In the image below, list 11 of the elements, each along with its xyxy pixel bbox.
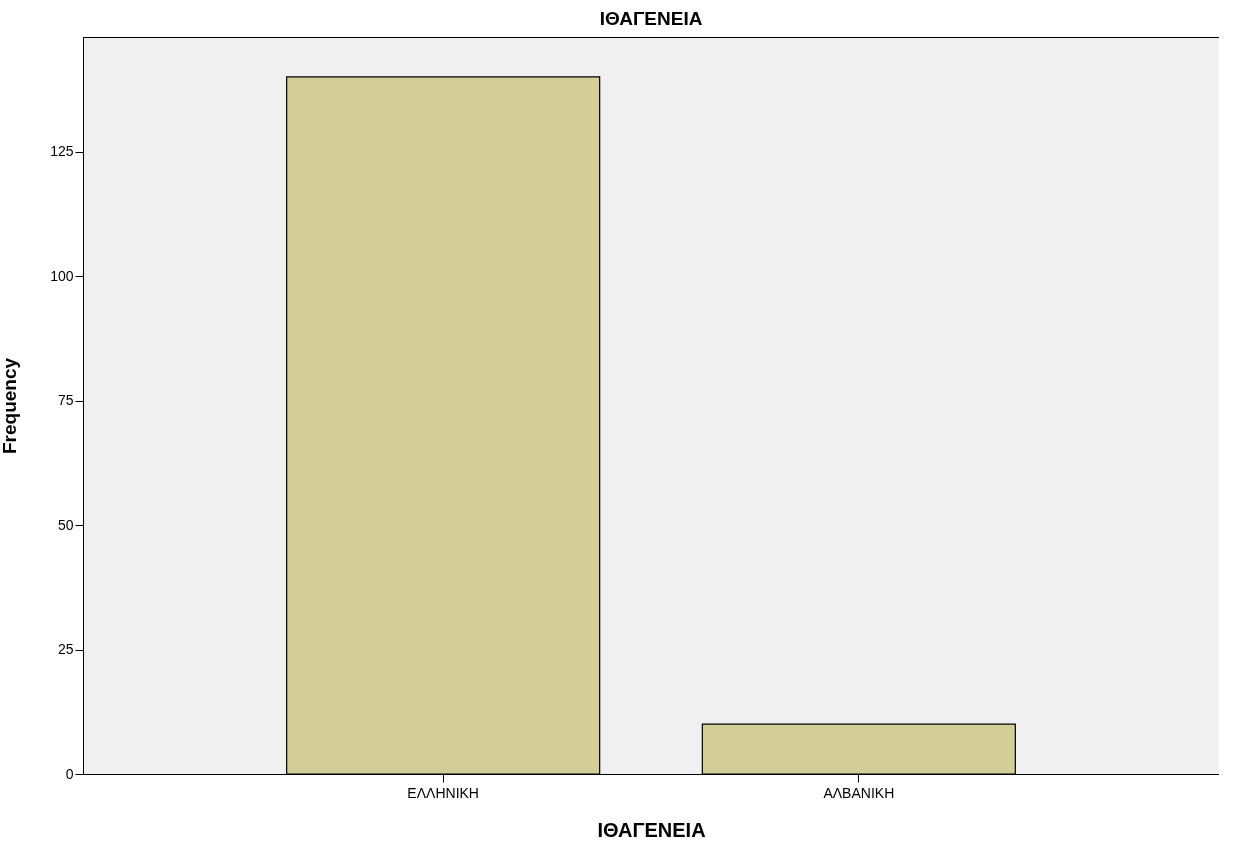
y-tick-label: 25: [57, 641, 74, 658]
x-axis-title: ΙΘΑΓΕΝΕΙΑ: [597, 818, 706, 841]
y-tick-label: 125: [50, 143, 74, 160]
y-tick-label: 75: [57, 392, 74, 409]
y-tick-label: 0: [65, 765, 74, 782]
y-axis-title: Frequency: [0, 357, 21, 455]
x-tick-label: ΕΛΛΗΝΙΚΗ: [407, 784, 479, 801]
y-tick-label: 100: [50, 267, 74, 284]
y-tick-label: 50: [57, 516, 74, 533]
chart-title: ΙΘΑΓΕΝΕΙΑ: [599, 8, 703, 29]
x-tick-label: ΑΛΒΑΝΙΚΗ: [823, 784, 895, 801]
